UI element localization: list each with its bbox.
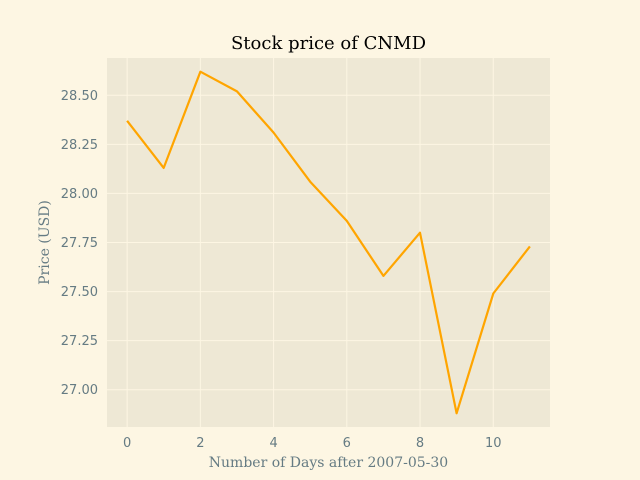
x-axis-label: Number of Days after 2007-05-30 xyxy=(209,455,448,471)
x-tick-label: 10 xyxy=(485,436,502,451)
x-tick-label: 6 xyxy=(343,436,351,451)
x-tick-label: 4 xyxy=(269,436,277,451)
chart-title: Stock price of CNMD xyxy=(231,33,426,54)
series-line xyxy=(126,70,531,415)
grid-lines xyxy=(107,58,550,427)
x-tick-label: 0 xyxy=(123,436,131,451)
y-tick-label: 27.25 xyxy=(61,334,98,349)
y-tick-label: 28.00 xyxy=(61,187,98,202)
y-tick-label: 28.50 xyxy=(61,89,98,104)
x-tick-label: 8 xyxy=(416,436,424,451)
y-tick-label: 27.75 xyxy=(61,236,98,251)
x-tick-label: 2 xyxy=(196,436,204,451)
y-tick-label: 28.25 xyxy=(61,138,98,153)
y-axis-label: Price (USD) xyxy=(37,200,53,285)
y-tick-label: 27.50 xyxy=(61,285,98,300)
tick-labels: 0 2 4 6 8 10 27.00 27.25 27.50 27.75 28.00 28.25 28.… xyxy=(61,89,502,451)
y-tick-label: 27.00 xyxy=(61,383,98,398)
